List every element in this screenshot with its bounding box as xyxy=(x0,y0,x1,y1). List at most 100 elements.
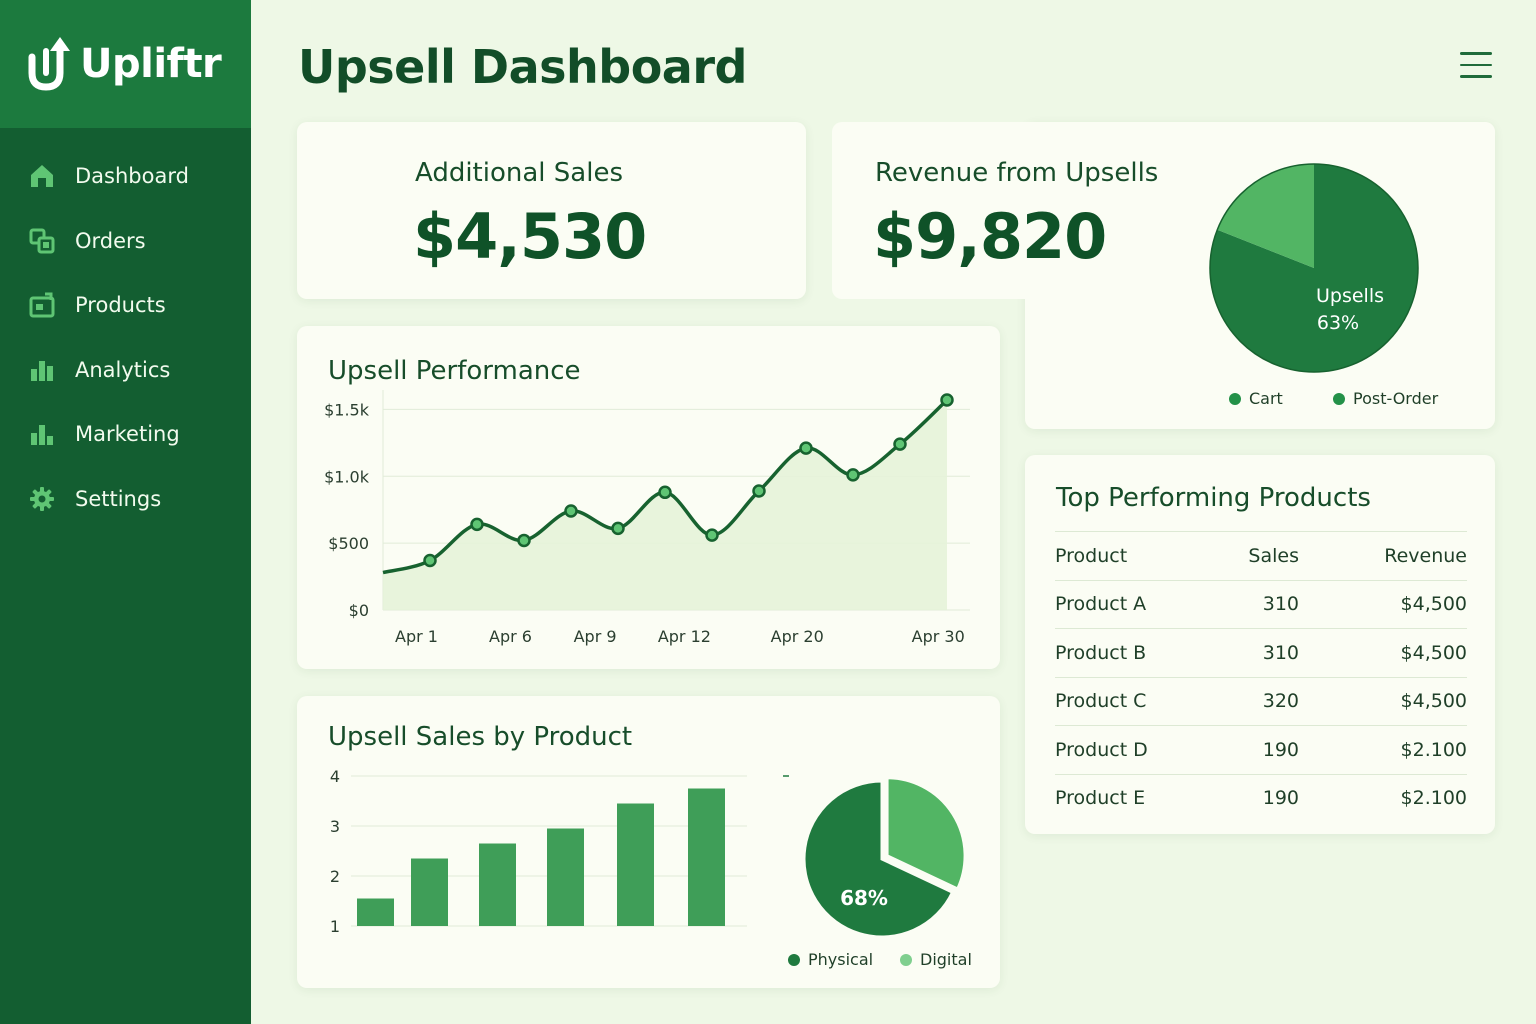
card-title: Upsell Performance xyxy=(328,356,581,386)
sidebar-item-label: Products xyxy=(75,293,166,318)
sidebar-item-products[interactable]: Products xyxy=(0,273,251,338)
column-header: Product xyxy=(1055,544,1128,567)
brand-name: Upliftr xyxy=(80,41,222,87)
product-cell: Product E xyxy=(1055,787,1146,810)
bar-chart-icon xyxy=(28,421,55,448)
sidebar: Upliftr Dashboard Orders Products Analyt… xyxy=(0,0,251,1024)
sales-cell: 190 xyxy=(1262,738,1299,761)
revenue-cell: $4,500 xyxy=(1400,593,1467,616)
sidebar-item-label: Settings xyxy=(75,486,162,511)
line-point xyxy=(658,485,672,500)
sales-by-product-card: Upsell Sales by Product 1 2 3 4 68% Physical… xyxy=(297,696,1000,988)
pie-slice-post-order xyxy=(1217,164,1314,268)
kpi-label: Additional Sales xyxy=(415,158,623,188)
additional-sales-card: Additional Sales $4,530 xyxy=(297,122,806,299)
y-tick-label: $0 xyxy=(349,601,369,620)
upsell-performance-card: Upsell Performance $0 $500 $1.0k $1.5k Apr 1… xyxy=(297,326,1000,669)
sidebar-nav: Dashboard Orders Products Analytics Mark… xyxy=(0,128,251,531)
bar xyxy=(411,858,448,926)
sidebar-item-analytics[interactable]: Analytics xyxy=(0,338,251,403)
sidebar-item-dashboard[interactable]: Dashboard xyxy=(0,144,251,209)
line-point xyxy=(705,528,719,542)
column-header: Sales xyxy=(1248,544,1299,567)
product-cell: Product B xyxy=(1055,641,1147,664)
sidebar-item-label: Analytics xyxy=(75,357,171,382)
pie-value: 63% xyxy=(1317,312,1359,334)
line-point xyxy=(611,521,625,536)
products-icon xyxy=(28,292,55,319)
sales-cell: 310 xyxy=(1262,593,1299,616)
product-pie-legend-digital: Digital xyxy=(900,950,972,969)
y-tick-label: $500 xyxy=(328,534,369,553)
table-row[interactable]: Product D 190 $2.100 xyxy=(1055,725,1467,774)
line-point xyxy=(799,441,813,455)
hamburger-menu-icon[interactable] xyxy=(1460,52,1492,80)
revenue-pie-legend-post-order: Post-Order xyxy=(1333,389,1438,408)
y-tick-label: $1.0k xyxy=(324,467,370,486)
table-header-row: Product Sales Revenue xyxy=(1055,531,1467,580)
gear-icon xyxy=(28,485,55,512)
sidebar-item-label: Marketing xyxy=(75,422,180,447)
column-header: Revenue xyxy=(1384,544,1467,567)
kpi-value: $4,530 xyxy=(413,200,647,273)
sidebar-item-marketing[interactable]: Marketing xyxy=(0,402,251,467)
revenue-cell: $2.100 xyxy=(1400,787,1467,810)
product-cell: Product C xyxy=(1055,690,1147,713)
sales-by-product-chart: 1 2 3 4 68% xyxy=(330,767,967,939)
revenue-cell: $4,500 xyxy=(1400,641,1467,664)
pie-slice-digital xyxy=(885,776,967,891)
bar xyxy=(617,803,654,926)
y-tick-label: $1.5k xyxy=(324,400,370,419)
revenue-cell: $4,500 xyxy=(1400,690,1467,713)
upsell-performance-chart: $0 $500 $1.0k $1.5k Apr 1 Apr 6 Apr 9 Apr 12 Apr… xyxy=(324,390,970,646)
table-row[interactable]: Product B 310 $4,500 xyxy=(1055,628,1467,677)
revenue-pie-legend-cart: Cart xyxy=(1229,389,1283,408)
home-icon xyxy=(28,163,55,190)
line-point xyxy=(423,553,437,568)
pie-slice-physical xyxy=(802,779,955,939)
bar-chart-icon xyxy=(28,356,55,383)
y-tick-label: 2 xyxy=(330,867,340,886)
orders-icon xyxy=(28,227,55,254)
product-pie-legend-physical: Physical xyxy=(788,950,873,969)
kpi-label: Revenue from Upsells xyxy=(875,158,1159,188)
line-point xyxy=(846,468,860,482)
legend-label: Physical xyxy=(808,950,874,969)
sidebar-item-settings[interactable]: Settings xyxy=(0,467,251,532)
line-area-fill xyxy=(383,400,947,610)
line-point xyxy=(940,393,954,407)
revenue-cell: $2.100 xyxy=(1400,738,1467,761)
sidebar-item-orders[interactable]: Orders xyxy=(0,209,251,274)
x-tick-label: Apr 30 xyxy=(912,627,965,646)
table-row[interactable]: Product E 190 $2.100 xyxy=(1055,773,1467,823)
pie-label: Upsells xyxy=(1316,285,1384,307)
product-cell: Product D xyxy=(1055,738,1148,761)
line-point xyxy=(893,437,907,451)
bar xyxy=(688,788,725,926)
card-title: Top Performing Products xyxy=(1056,483,1371,513)
sales-cell: 310 xyxy=(1262,641,1299,664)
table-row[interactable]: Product A 310 $4,500 xyxy=(1055,579,1467,629)
y-tick-label: 3 xyxy=(330,817,340,836)
sales-cell: 190 xyxy=(1262,787,1299,810)
page-title: Upsell Dashboard xyxy=(298,40,747,94)
x-tick-label: Apr 12 xyxy=(658,627,711,646)
top-products-table: Product Sales Revenue Product A 310 $4,5… xyxy=(1055,531,1467,822)
sales-cell: 320 xyxy=(1262,690,1299,713)
legend-label: Post-Order xyxy=(1353,389,1439,408)
legend-swatch xyxy=(788,953,800,966)
legend-swatch xyxy=(900,953,912,966)
legend-swatch xyxy=(1333,392,1345,405)
x-tick-label: Apr 1 xyxy=(395,627,438,646)
legend-label: Digital xyxy=(920,950,972,969)
brand[interactable]: Upliftr xyxy=(0,0,251,128)
bar xyxy=(479,843,516,926)
top-products-card: Top Performing Products Product Sales Re… xyxy=(1025,455,1495,834)
table-row[interactable]: Product C 320 $4,500 xyxy=(1055,676,1467,726)
x-tick-label: Apr 6 xyxy=(489,627,532,646)
pie-outline xyxy=(1209,163,1419,373)
sidebar-item-label: Dashboard xyxy=(75,164,189,189)
revenue-pie-chart: Upsells 63% xyxy=(1209,163,1419,373)
kpi-value: $9,820 xyxy=(873,200,1107,273)
line-point xyxy=(470,517,484,532)
